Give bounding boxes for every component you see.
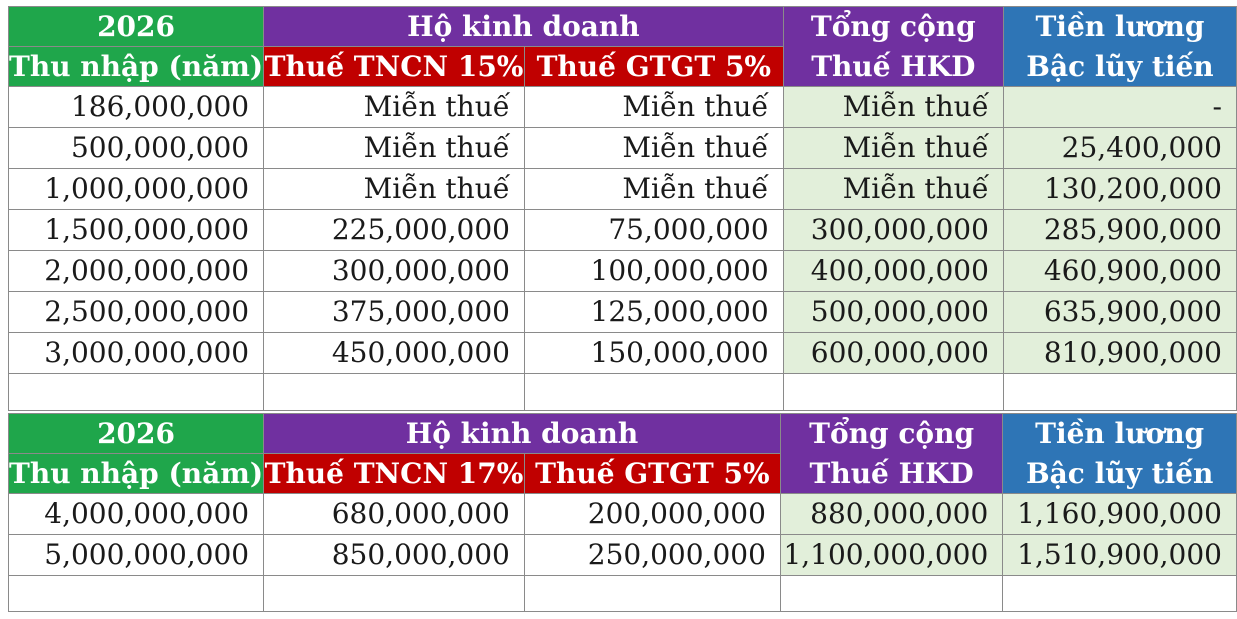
vat-cell[interactable]: Miễn thuế (523, 127, 784, 169)
empty-cell[interactable] (782, 373, 1004, 411)
pit-cell[interactable]: 450,000,000 (263, 332, 525, 374)
total-tax-header[interactable]: Tổng cộng Thuế HKD (782, 6, 1004, 87)
salary-header[interactable]: Tiền lương Bậc lũy tiến (1002, 413, 1237, 494)
pit-cell[interactable]: Miễn thuế (263, 168, 525, 210)
vat-cell[interactable]: Miễn thuế (523, 168, 784, 210)
tax-table-2: 2026 Hộ kinh doanh Tổng cộng Thuế HKD Ti… (7, 413, 1237, 612)
empty-cell[interactable] (1002, 373, 1237, 411)
salary-header-line2: Bậc lũy tiến (1025, 456, 1214, 490)
empty-cell[interactable] (1002, 575, 1237, 612)
tax-table-1: 2026 Hộ kinh doanh Tổng cộng Thuế HKD Ti… (7, 6, 1237, 411)
total-tax-header-line2: Thuế HKD (811, 49, 976, 83)
empty-cell[interactable] (263, 373, 525, 411)
year-header[interactable]: 2026 (7, 6, 265, 47)
income-cell[interactable]: 500,000,000 (7, 127, 265, 169)
salary-cell[interactable]: 635,900,000 (1002, 291, 1237, 333)
business-header[interactable]: Hộ kinh doanh (263, 413, 781, 454)
empty-cell[interactable] (263, 575, 525, 612)
vat-cell[interactable]: 200,000,000 (523, 493, 781, 535)
salary-cell[interactable]: 285,900,000 (1002, 209, 1237, 251)
header-row-2: Thu nhập (năm) Thuế TNCN 17% Thuế GTGT 5… (7, 453, 1237, 494)
salary-cell[interactable]: 810,900,000 (1002, 332, 1237, 374)
total-cell[interactable]: 880,000,000 (779, 493, 1004, 535)
year-header[interactable]: 2026 (7, 413, 265, 454)
header-row-1: 2026 Hộ kinh doanh Tổng cộng Thuế HKD Ti… (7, 413, 1237, 494)
vat-header[interactable]: Thuế GTGT 5% (523, 46, 784, 87)
total-cell[interactable]: 500,000,000 (782, 291, 1004, 333)
table-row: 4,000,000,000 680,000,000 200,000,000 88… (7, 493, 1237, 535)
header-row-1: 2026 Hộ kinh doanh Tổng cộng Thuế HKD Ti… (7, 6, 1237, 87)
table-row: 500,000,000 Miễn thuế Miễn thuế Miễn thu… (7, 127, 1237, 169)
table-row: 2,500,000,000 375,000,000 125,000,000 50… (7, 291, 1237, 333)
total-tax-header-line2: Thuế HKD (809, 456, 974, 490)
salary-cell[interactable]: 130,200,000 (1002, 168, 1237, 210)
income-cell[interactable]: 1,500,000,000 (7, 209, 265, 251)
total-cell[interactable]: 1,100,000,000 (779, 534, 1004, 576)
income-cell[interactable]: 2,000,000,000 (7, 250, 265, 292)
total-cell[interactable]: 300,000,000 (782, 209, 1004, 251)
vat-cell[interactable]: 150,000,000 (523, 332, 784, 374)
table-row: 186,000,000 Miễn thuế Miễn thuế Miễn thu… (7, 86, 1237, 128)
vat-cell[interactable]: 100,000,000 (523, 250, 784, 292)
income-cell[interactable]: 1,000,000,000 (7, 168, 265, 210)
total-tax-header-line1: Tổng cộng (810, 9, 976, 43)
empty-cell[interactable] (779, 575, 1004, 612)
total-tax-header-line1: Tổng cộng (809, 416, 975, 450)
income-cell[interactable]: 186,000,000 (7, 86, 265, 128)
total-cell[interactable]: Miễn thuế (782, 86, 1004, 128)
pit-header[interactable]: Thuế TNCN 17% (263, 453, 525, 494)
vat-cell[interactable]: 125,000,000 (523, 291, 784, 333)
salary-cell[interactable]: 1,160,900,000 (1002, 493, 1237, 535)
salary-header-line1: Tiền lương (1035, 9, 1205, 43)
vat-cell[interactable]: 250,000,000 (523, 534, 781, 576)
pit-cell[interactable]: Miễn thuế (263, 127, 525, 169)
business-header[interactable]: Hộ kinh doanh (263, 6, 784, 47)
table-row: 1,500,000,000 225,000,000 75,000,000 300… (7, 209, 1237, 251)
salary-cell[interactable]: - (1002, 86, 1237, 128)
total-tax-header[interactable]: Tổng cộng Thuế HKD (779, 413, 1004, 494)
pit-cell[interactable]: 680,000,000 (263, 493, 525, 535)
empty-cell[interactable] (523, 575, 781, 612)
empty-cell[interactable] (7, 373, 265, 411)
salary-header[interactable]: Tiền lương Bậc lũy tiến (1002, 6, 1237, 87)
salary-cell[interactable]: 460,900,000 (1002, 250, 1237, 292)
empty-cell[interactable] (7, 575, 265, 612)
pit-cell[interactable]: 225,000,000 (263, 209, 525, 251)
income-cell[interactable]: 2,500,000,000 (7, 291, 265, 333)
table-row: 3,000,000,000 450,000,000 150,000,000 60… (7, 332, 1237, 374)
table-row: 2,000,000,000 300,000,000 100,000,000 40… (7, 250, 1237, 292)
salary-cell[interactable]: 25,400,000 (1002, 127, 1237, 169)
empty-cell[interactable] (523, 373, 784, 411)
pit-cell[interactable]: 850,000,000 (263, 534, 525, 576)
salary-cell[interactable]: 1,510,900,000 (1002, 534, 1237, 576)
total-cell[interactable]: 400,000,000 (782, 250, 1004, 292)
table-row: 5,000,000,000 850,000,000 250,000,000 1,… (7, 534, 1237, 576)
income-cell[interactable]: 4,000,000,000 (7, 493, 265, 535)
salary-header-line1: Tiền lương (1035, 416, 1205, 450)
table-row: 1,000,000,000 Miễn thuế Miễn thuế Miễn t… (7, 168, 1237, 210)
vat-cell[interactable]: Miễn thuế (523, 86, 784, 128)
total-cell[interactable]: 600,000,000 (782, 332, 1004, 374)
income-header[interactable]: Thu nhập (năm) (7, 453, 265, 494)
total-cell[interactable]: Miễn thuế (782, 127, 1004, 169)
pit-header[interactable]: Thuế TNCN 15% (263, 46, 525, 87)
empty-row (7, 575, 1237, 612)
income-header[interactable]: Thu nhập (năm) (7, 46, 265, 87)
pit-cell[interactable]: 300,000,000 (263, 250, 525, 292)
empty-row (7, 373, 1237, 411)
header-row-2: Thu nhập (năm) Thuế TNCN 15% Thuế GTGT 5… (7, 46, 1237, 87)
income-cell[interactable]: 3,000,000,000 (7, 332, 265, 374)
total-cell[interactable]: Miễn thuế (782, 168, 1004, 210)
income-cell[interactable]: 5,000,000,000 (7, 534, 265, 576)
vat-cell[interactable]: 75,000,000 (523, 209, 784, 251)
salary-header-line2: Bậc lũy tiến (1026, 49, 1214, 83)
pit-cell[interactable]: Miễn thuế (263, 86, 525, 128)
pit-cell[interactable]: 375,000,000 (263, 291, 525, 333)
vat-header[interactable]: Thuế GTGT 5% (523, 453, 781, 494)
